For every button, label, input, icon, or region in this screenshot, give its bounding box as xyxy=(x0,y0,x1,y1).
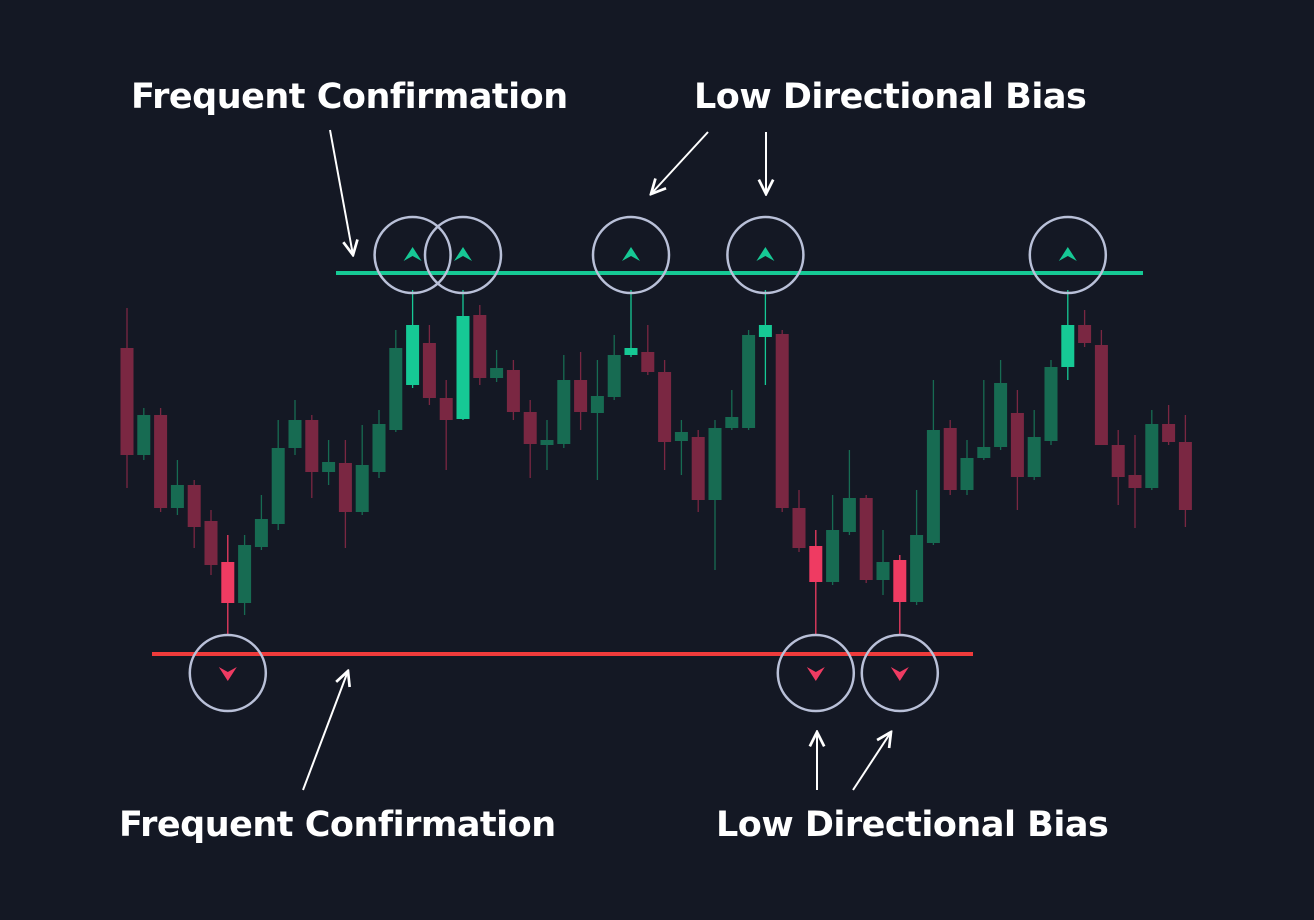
candle-body xyxy=(1178,442,1192,510)
candle-body xyxy=(708,428,722,500)
candle-body xyxy=(439,398,453,420)
candle-body xyxy=(154,415,168,508)
candle-body xyxy=(960,458,974,490)
candle-body xyxy=(1145,424,1159,488)
marker-ring xyxy=(188,633,268,713)
candle-body xyxy=(977,447,991,458)
candle-body xyxy=(590,396,604,413)
candle-body xyxy=(910,535,924,602)
candle-body xyxy=(859,498,873,580)
candle-body xyxy=(994,383,1008,447)
down-signal xyxy=(218,667,237,681)
candle-body xyxy=(473,315,487,378)
candle-body xyxy=(691,437,705,500)
up-signal xyxy=(622,247,640,261)
candle-body xyxy=(1094,345,1108,445)
candle-body xyxy=(1044,367,1058,441)
candle-body xyxy=(456,316,470,419)
down-signal xyxy=(806,667,825,681)
candle-body xyxy=(221,562,235,603)
annotation: Frequent Confirmation xyxy=(131,77,568,117)
candle-body xyxy=(355,465,369,512)
candle-body xyxy=(725,417,739,428)
candle-body xyxy=(170,485,184,508)
annotation: Frequent Confirmation xyxy=(119,805,556,845)
candle-body xyxy=(254,519,268,547)
marker-ring xyxy=(860,633,940,713)
marker-ring xyxy=(726,215,805,295)
candle-body xyxy=(271,448,285,524)
marker-ring xyxy=(1028,215,1108,295)
candle-body xyxy=(422,343,436,398)
candle-body xyxy=(792,508,806,548)
candle-body xyxy=(523,412,537,444)
annotation: Low Directional Bias xyxy=(694,77,1086,117)
candle-body xyxy=(574,380,588,412)
candle-body xyxy=(1162,424,1176,442)
candle-body xyxy=(893,560,907,602)
down-signal xyxy=(890,667,909,681)
candle-body xyxy=(1111,445,1125,477)
candle-body xyxy=(943,428,957,490)
candle-body xyxy=(926,430,940,543)
candle-body xyxy=(137,415,151,455)
up-signal xyxy=(454,247,472,261)
candle-body xyxy=(876,562,890,580)
candle-body xyxy=(1078,325,1092,343)
up-signal xyxy=(1058,247,1077,261)
candle-body xyxy=(120,348,134,455)
candle-body xyxy=(288,420,302,448)
candle-body xyxy=(641,352,655,372)
arrow xyxy=(852,732,891,791)
candle-body xyxy=(1010,413,1024,477)
candle-body xyxy=(187,485,201,527)
candle-body xyxy=(674,432,688,441)
candle-body xyxy=(372,424,386,472)
arrow xyxy=(329,129,353,255)
candle-body xyxy=(658,372,672,442)
candle-body xyxy=(742,335,756,428)
marker-ring xyxy=(591,215,671,295)
candle-body xyxy=(204,521,218,565)
candle-body xyxy=(607,355,621,397)
candle-body xyxy=(490,368,504,378)
candle-body xyxy=(305,420,319,472)
candle-body xyxy=(1128,475,1142,488)
candle-body xyxy=(624,348,638,355)
candle-body xyxy=(826,530,840,582)
candle-body xyxy=(338,463,352,512)
candle-body xyxy=(540,440,554,445)
up-signal xyxy=(756,247,775,261)
candle-body xyxy=(1027,437,1041,477)
candle-body xyxy=(842,498,856,532)
candle-body xyxy=(238,545,252,603)
candle-body xyxy=(557,380,571,444)
candle-body xyxy=(322,462,336,472)
candle-body xyxy=(809,546,823,582)
plot xyxy=(120,215,1192,713)
marker-ring xyxy=(776,633,856,713)
candle-body xyxy=(506,370,520,412)
arrow xyxy=(302,671,348,791)
marker-ring xyxy=(373,215,452,295)
up-signal xyxy=(403,247,422,261)
candle-body xyxy=(389,348,403,430)
candle-body xyxy=(775,334,789,508)
marker-ring xyxy=(423,215,503,295)
candle-body xyxy=(758,325,772,337)
candle-body xyxy=(406,325,420,385)
candle-body xyxy=(1061,325,1075,367)
arrow xyxy=(651,131,709,194)
annotation: Low Directional Bias xyxy=(716,805,1108,845)
